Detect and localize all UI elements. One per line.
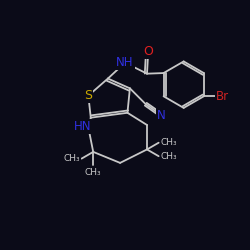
- Text: CH₃: CH₃: [85, 168, 102, 177]
- Text: Br: Br: [216, 90, 229, 103]
- Text: O: O: [143, 45, 153, 58]
- Text: S: S: [84, 89, 92, 102]
- Text: N: N: [157, 109, 166, 122]
- Text: NH: NH: [116, 56, 134, 69]
- Text: CH₃: CH₃: [160, 152, 177, 161]
- Text: CH₃: CH₃: [64, 154, 80, 163]
- Text: HN: HN: [74, 120, 91, 133]
- Text: CH₃: CH₃: [160, 138, 177, 147]
